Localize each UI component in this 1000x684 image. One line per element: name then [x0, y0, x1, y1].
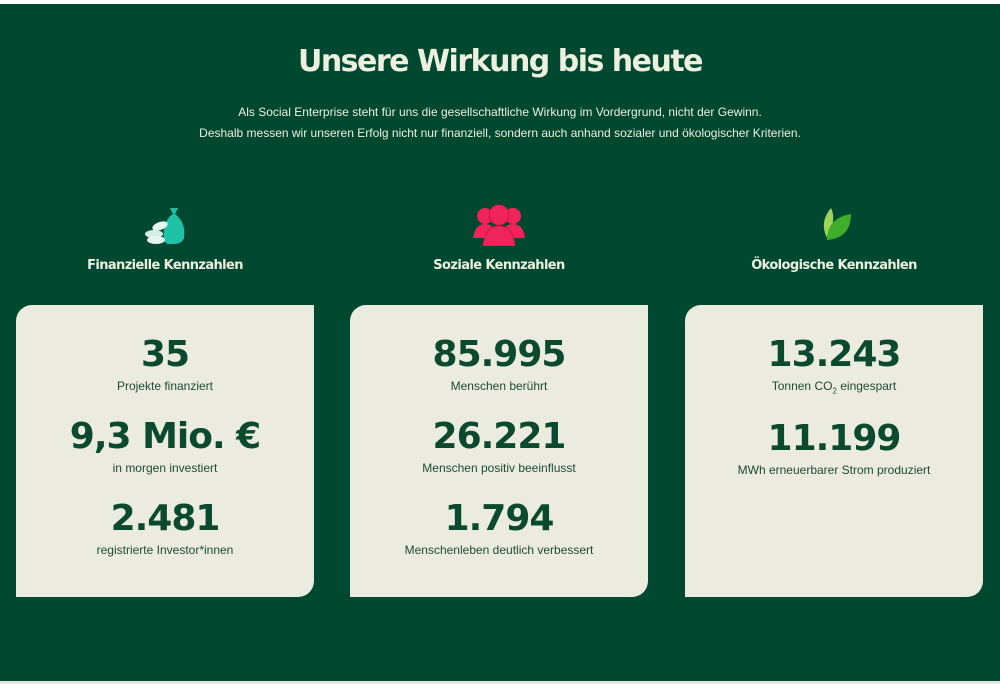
- metric-value: 35: [140, 334, 190, 375]
- metric-value: 2.481: [110, 498, 221, 539]
- metric-value: 13.243: [767, 334, 902, 375]
- financial-card: 35 Projekte finanziert 9,3 Mio. € in morge…: [16, 305, 314, 597]
- intro-line-2: Deshalb messen wir unseren Erfolg nicht …: [199, 126, 801, 140]
- financial-column-header: Finanzielle Kennzahlen: [16, 204, 314, 273]
- intro-line-1: Als Social Enterprise steht für uns die …: [238, 105, 762, 119]
- financial-title: Finanzielle Kennzahlen: [87, 258, 243, 273]
- section-title: Unsere Wirkung bis heute: [297, 44, 704, 79]
- metric-label: in morgen investiert: [112, 461, 218, 475]
- metric-people-touched: 85.995 Menschen berührt: [350, 333, 648, 393]
- ecological-card: 13.243 Tonnen CO2 eingespart 11.199 MWh er…: [685, 305, 983, 597]
- metric-value: 85.995: [432, 334, 567, 375]
- label-text: Tonnen CO: [771, 379, 833, 393]
- metric-renewable-power: 11.199 MWh erneuerbarer Strom produziert: [685, 417, 983, 477]
- metric-label: Projekte finanziert: [116, 379, 214, 393]
- section-intro: Als Social Enterprise steht für uns die …: [0, 102, 1000, 144]
- metric-projects: 35 Projekte finanziert: [16, 333, 314, 393]
- metric-value: 11.199: [767, 418, 902, 460]
- label-text: eingespart: [836, 379, 897, 393]
- bottom-divider: [0, 681, 1000, 684]
- metric-value: 1.794: [444, 498, 555, 539]
- metric-label: MWh erneuerbarer Strom produziert: [737, 463, 931, 478]
- social-title: Soziale Kennzahlen: [433, 258, 565, 273]
- metric-people-influenced: 26.221 Menschen positiv beeinflusst: [350, 415, 648, 475]
- social-card: 85.995 Menschen berührt 26.221 Menschen po…: [350, 305, 648, 597]
- label-subscript: 2: [832, 386, 837, 396]
- metric-invested: 9,3 Mio. € in morgen investiert: [16, 415, 314, 475]
- metric-label: Tonnen CO2 eingespart: [685, 379, 983, 395]
- ecological-title: Ökologische Kennzahlen: [751, 258, 917, 273]
- metric-investors: 2.481 registrierte Investor*innen: [16, 497, 314, 557]
- metric-value: 9,3 Mio. €: [69, 416, 261, 457]
- metric-label: registrierte Investor*innen: [96, 543, 234, 557]
- ecological-column-header: Ökologische Kennzahlen: [685, 204, 983, 273]
- metric-label: Menschenleben deutlich verbessert: [404, 543, 594, 557]
- metric-label: Menschen berührt: [450, 379, 548, 393]
- people-group-icon: [350, 204, 648, 246]
- metric-label: Menschen positiv beeinflusst: [422, 461, 576, 475]
- social-column-header: Soziale Kennzahlen: [350, 204, 648, 273]
- leaf-icon: [685, 204, 983, 246]
- money-bag-coins-icon: [16, 204, 314, 246]
- metric-co2-saved: 13.243 Tonnen CO2 eingespart: [685, 333, 983, 395]
- metric-lives-improved: 1.794 Menschenleben deutlich verbessert: [350, 497, 648, 557]
- metric-value: 26.221: [432, 416, 567, 457]
